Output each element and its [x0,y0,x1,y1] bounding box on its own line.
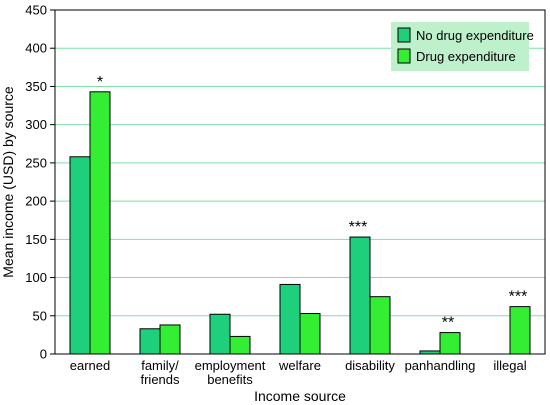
x-axis-title: Income source [254,388,346,404]
significance-marker: *** [509,289,528,306]
y-tick-label: 200 [25,194,47,209]
legend: No drug expenditure Drug expenditure [391,22,534,71]
y-tick-label: 100 [25,270,47,285]
legend-label: No drug expenditure [416,28,534,43]
bar [439,332,461,355]
y-tick-label: 50 [33,308,47,323]
legend-swatch [397,27,411,43]
x-tick-label: illegal [493,358,526,373]
bar [509,306,531,355]
significance-annotations: ********* [97,74,527,332]
bar [209,313,231,355]
y-tick-label: 0 [40,347,47,362]
x-tick-label: earned [70,358,110,373]
bar [69,156,91,355]
bar [299,312,321,355]
y-tick-label: 300 [25,117,47,132]
plot-frame [54,9,546,355]
bar [89,91,111,355]
bar [139,328,161,355]
bar [369,296,391,355]
significance-marker: ** [442,315,454,332]
significance-marker: *** [349,219,368,236]
y-axis-title: Mean income (USD) by source [0,86,16,278]
bar [229,335,251,355]
y-tick-label: 450 [25,3,47,18]
x-tick-label: employment benefits [195,358,266,387]
x-tick-label: welfare [278,358,321,373]
y-axis: 0 50 100 150 200 250 300 350 400 450 [25,3,55,362]
x-tick-label: disability [345,358,395,373]
gridlines [55,47,545,317]
y-tick-label: 250 [25,155,47,170]
legend-background [391,22,529,71]
bars [69,91,531,355]
x-axis: earned family/friends employment benefits we… [70,358,527,387]
legend-label: Drug expenditure [416,49,516,64]
significance-marker: * [97,74,103,91]
x-tick-label: family/friends [140,358,180,387]
y-tick-label: 350 [25,79,47,94]
y-tick-label: 400 [25,41,47,56]
bar [279,283,301,355]
y-tick-label: 150 [25,232,47,247]
x-tick-label: panhandling [405,358,476,373]
legend-swatch [397,48,411,64]
bar [159,324,181,355]
bar [349,236,371,355]
